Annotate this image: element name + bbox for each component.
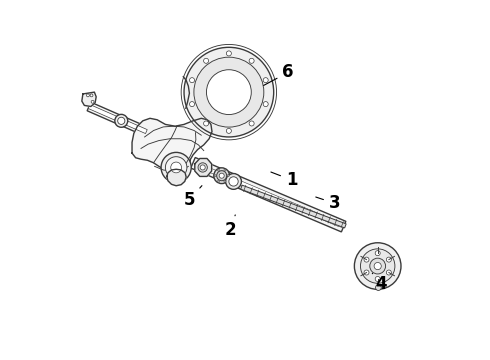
Circle shape bbox=[214, 168, 230, 184]
Circle shape bbox=[87, 94, 89, 97]
Text: 2: 2 bbox=[225, 215, 237, 239]
Polygon shape bbox=[82, 92, 96, 107]
Circle shape bbox=[194, 57, 264, 127]
Circle shape bbox=[263, 102, 268, 107]
Polygon shape bbox=[132, 118, 212, 172]
Circle shape bbox=[224, 169, 226, 171]
Circle shape bbox=[203, 58, 209, 63]
Circle shape bbox=[225, 174, 242, 189]
Circle shape bbox=[200, 165, 205, 170]
Text: 1: 1 bbox=[271, 171, 297, 189]
Circle shape bbox=[386, 257, 392, 262]
Circle shape bbox=[90, 94, 93, 97]
Circle shape bbox=[364, 270, 369, 275]
Circle shape bbox=[184, 47, 274, 137]
Circle shape bbox=[370, 258, 386, 274]
Circle shape bbox=[203, 121, 209, 126]
Circle shape bbox=[190, 102, 195, 107]
Circle shape bbox=[166, 157, 187, 178]
Circle shape bbox=[190, 78, 195, 83]
Circle shape bbox=[249, 58, 254, 63]
Circle shape bbox=[354, 243, 401, 289]
Text: 4: 4 bbox=[372, 273, 387, 293]
Circle shape bbox=[218, 180, 220, 183]
Circle shape bbox=[115, 114, 128, 127]
Circle shape bbox=[249, 121, 254, 126]
Text: 6: 6 bbox=[264, 63, 294, 85]
Polygon shape bbox=[195, 158, 212, 176]
Circle shape bbox=[263, 78, 268, 83]
Circle shape bbox=[226, 51, 231, 56]
Polygon shape bbox=[167, 169, 186, 186]
Circle shape bbox=[161, 152, 191, 183]
Circle shape bbox=[226, 129, 231, 134]
Circle shape bbox=[91, 100, 94, 103]
Circle shape bbox=[218, 169, 220, 171]
Circle shape bbox=[214, 175, 216, 177]
Circle shape bbox=[217, 171, 227, 181]
Circle shape bbox=[375, 285, 381, 291]
Polygon shape bbox=[241, 185, 346, 228]
Circle shape bbox=[171, 162, 181, 173]
Circle shape bbox=[229, 177, 238, 186]
Text: 3: 3 bbox=[316, 194, 341, 212]
Circle shape bbox=[364, 257, 369, 262]
Circle shape bbox=[374, 262, 381, 270]
Polygon shape bbox=[87, 102, 148, 136]
Polygon shape bbox=[191, 158, 346, 232]
Circle shape bbox=[375, 276, 380, 282]
Circle shape bbox=[375, 251, 380, 256]
Circle shape bbox=[219, 173, 224, 178]
Polygon shape bbox=[88, 104, 147, 134]
Circle shape bbox=[227, 175, 229, 177]
Circle shape bbox=[361, 249, 395, 283]
Circle shape bbox=[206, 70, 251, 114]
Circle shape bbox=[224, 180, 226, 183]
Circle shape bbox=[118, 117, 125, 125]
Polygon shape bbox=[196, 163, 341, 227]
Text: 5: 5 bbox=[184, 186, 202, 209]
Circle shape bbox=[386, 270, 392, 275]
Circle shape bbox=[198, 163, 207, 172]
